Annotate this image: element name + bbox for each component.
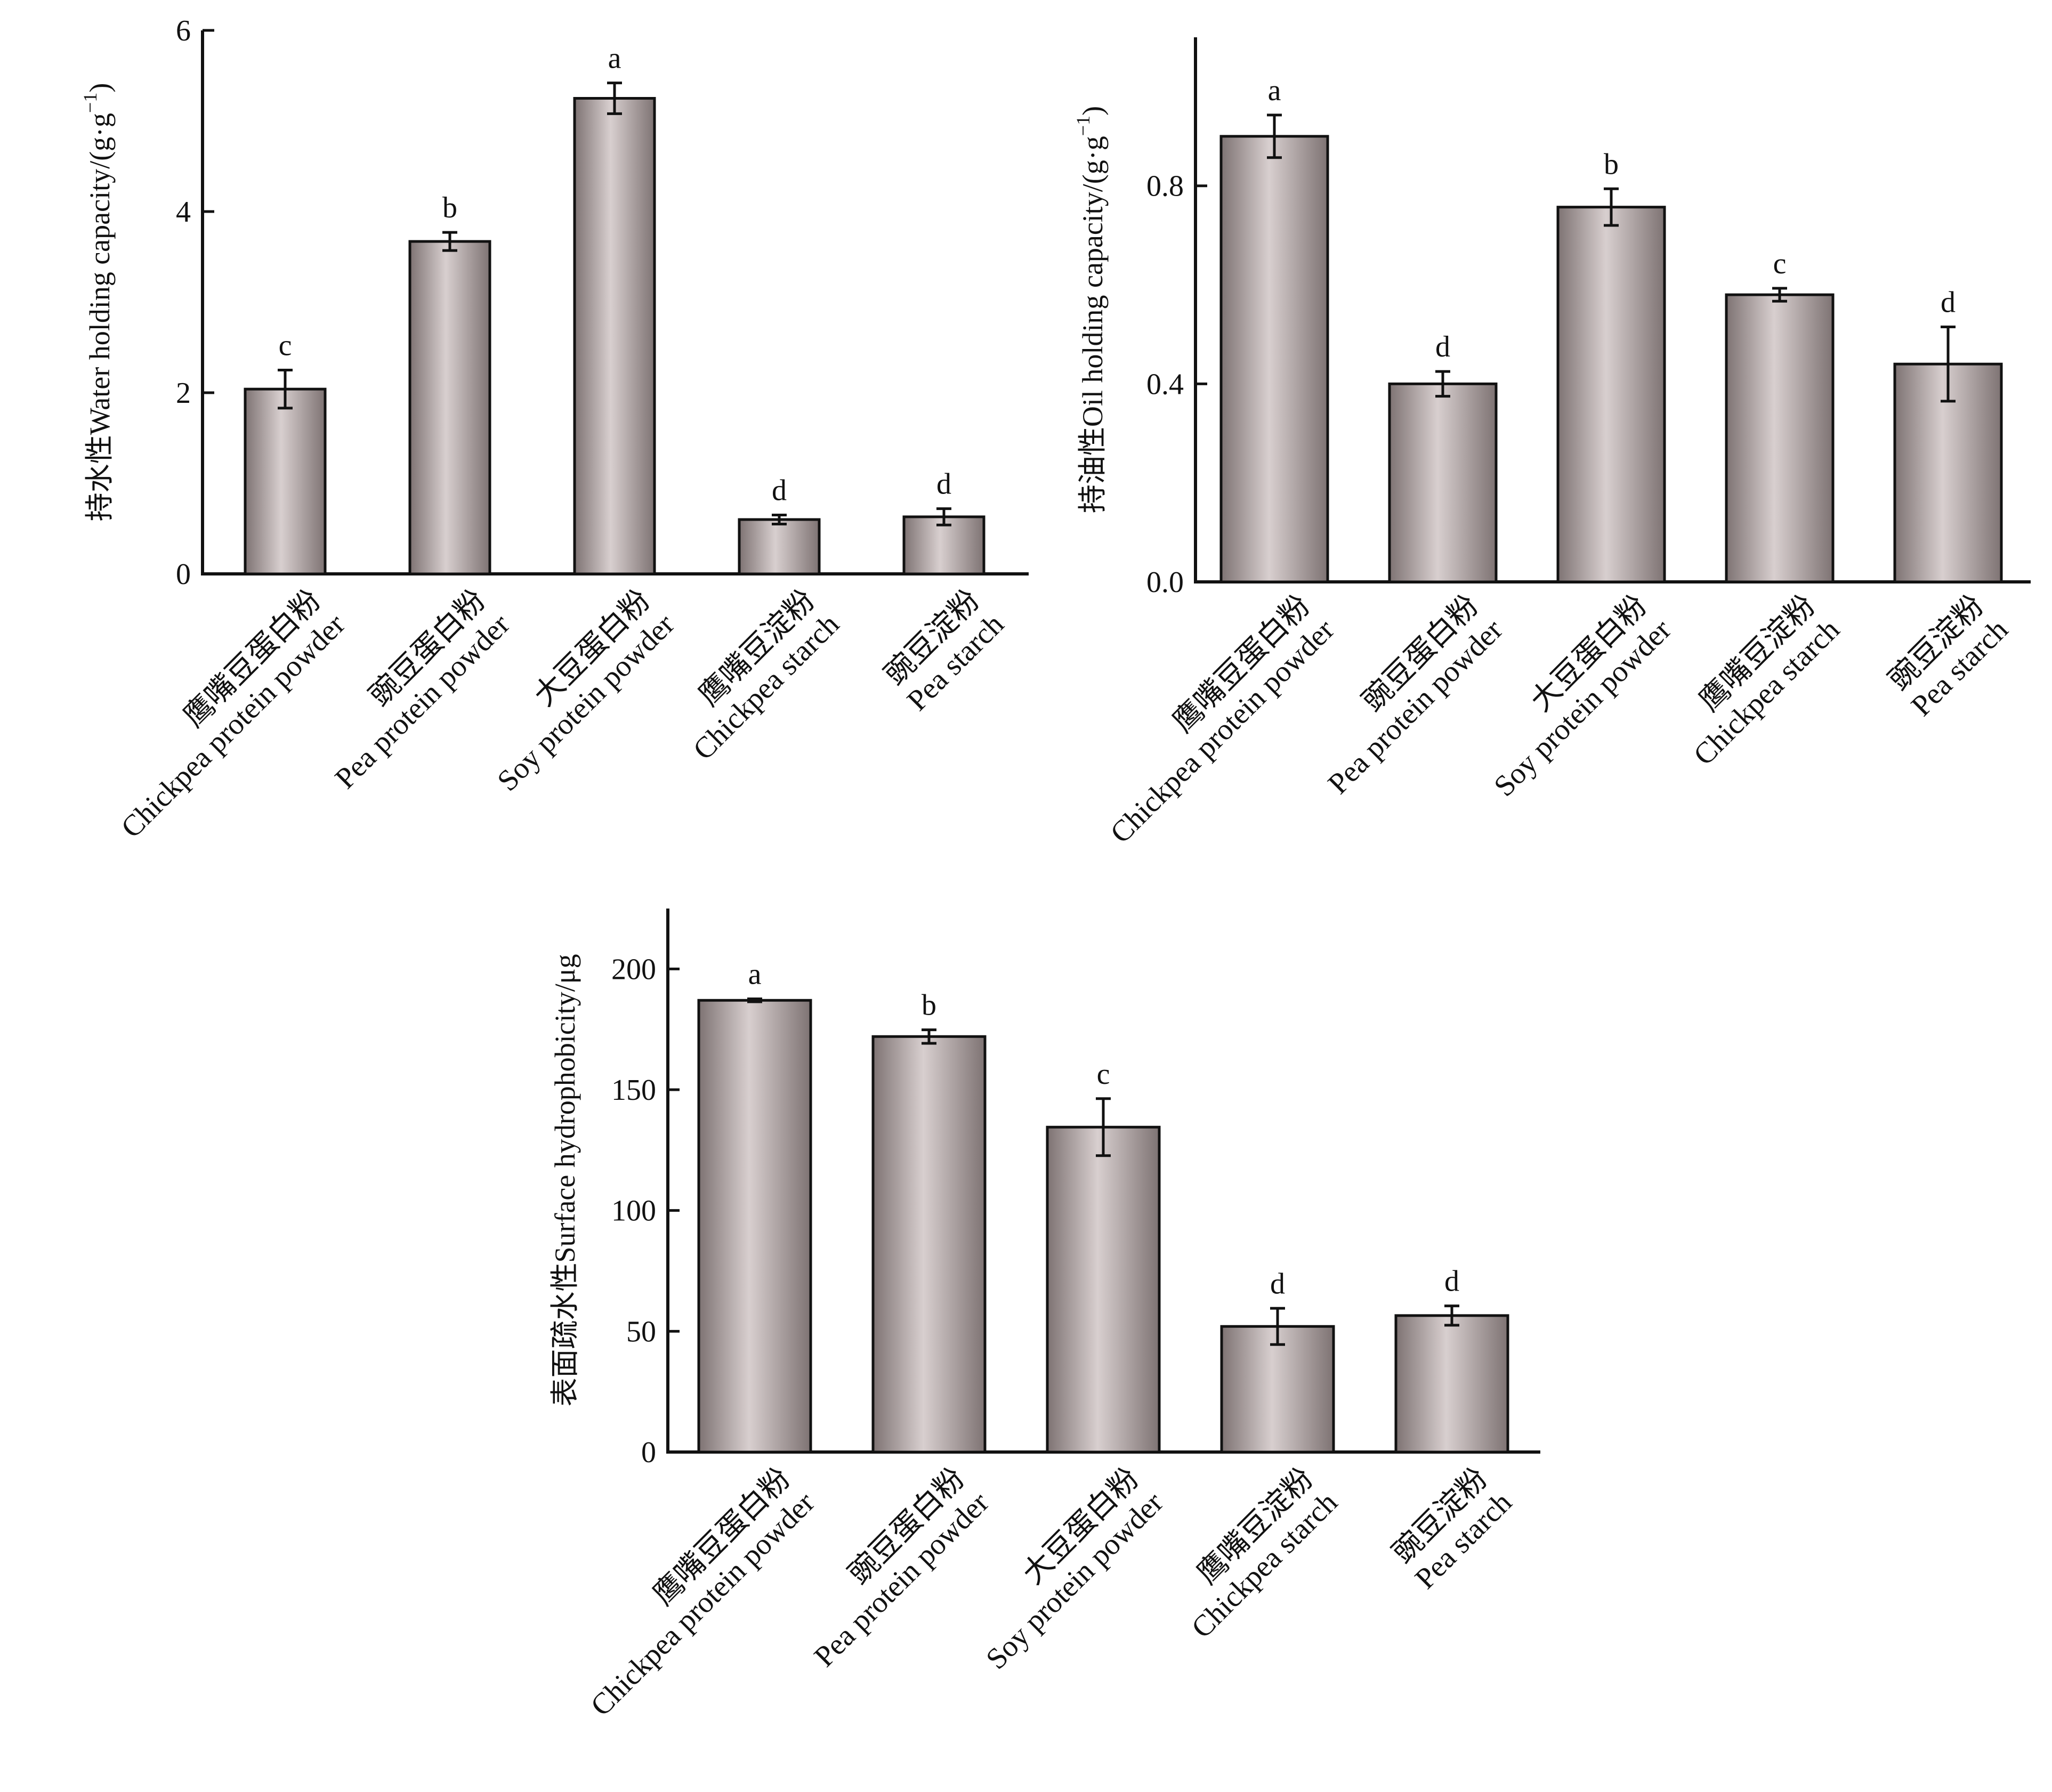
error-bar-5: [1444, 1304, 1459, 1327]
x-category-label-3: 大豆蛋白粉Soy protein powder: [956, 1462, 1170, 1676]
error-bar-5: [936, 507, 951, 526]
bar-1: [1219, 135, 1329, 583]
y-axis-title: 持油性Oil holding capacity/(g·g−1): [1072, 106, 1109, 513]
error-bar-4: [1772, 287, 1787, 303]
y-tick-label: 200: [611, 953, 656, 986]
error-bar-1: [278, 369, 293, 410]
error-bar-4: [772, 514, 787, 525]
error-bar-1: [747, 998, 762, 1003]
y-tick-label: 2: [176, 377, 191, 410]
y-tick-label: 100: [611, 1195, 656, 1228]
x-category-label-4: 鹰嘴豆淀粉Chickpea starch: [1161, 1462, 1344, 1644]
significance-letter-1: a: [748, 958, 762, 991]
significance-letter-1: c: [279, 329, 292, 362]
significance-letter-2: b: [442, 191, 457, 224]
y-axis-title-end: ): [84, 83, 116, 93]
y-axis-title-main: 持水性Water holding capacity/(g·g: [84, 113, 116, 521]
y-axis-title: 持水性Water holding capacity/(g·g−1): [79, 83, 116, 522]
x-category-label-4: 鹰嘴豆淀粉Chickpea starch: [663, 583, 845, 766]
x-category-label-1: 鹰嘴豆蛋白粉Chickpea protein powder: [1080, 589, 1341, 850]
y-axis-title-main: 持油性Oil holding capacity/(g·g: [1077, 136, 1109, 513]
chart-panel-surface-hydrophobicity: 0 50 100 150 200 表面疏水性Surface hydrophobicity/…: [549, 909, 1540, 1723]
y-tick-label: 4: [176, 196, 191, 229]
error-bar-2: [1435, 370, 1450, 398]
x-category-label-en: Chickpea protein powder: [1104, 613, 1340, 849]
bar-4: [738, 518, 821, 575]
significance-letter-3: a: [608, 42, 621, 75]
y-tick-label: 0: [641, 1436, 656, 1469]
error-bar-2: [922, 1028, 936, 1045]
y-tick-label: 0.0: [1146, 566, 1184, 599]
y-tick-label: 50: [626, 1315, 656, 1348]
y-axis-title: 表面疏水性Surface hydrophobicity/μg: [549, 954, 581, 1406]
x-category-label-2: 豌豆蛋白粉Pea protein powder: [783, 1462, 995, 1673]
chart-panel-oil-holding: 0.0 0.4 0.8 持油性Oil holding capacity/(g·g−1)…: [1072, 37, 2031, 850]
error-bar-5: [1941, 326, 1956, 403]
significance-letter-4: c: [1773, 247, 1787, 280]
significance-letter-2: b: [922, 989, 936, 1022]
x-category-label-en: Chickpea protein powder: [584, 1486, 821, 1722]
bar-3: [1046, 1125, 1161, 1454]
y-tick-label: 0.8: [1146, 170, 1184, 203]
y-axis-title-superscript: −1: [1072, 116, 1094, 136]
bar-1: [697, 999, 812, 1454]
x-category-label-3: 大豆蛋白粉Soy protein powder: [1464, 589, 1678, 803]
y-tick-label: 150: [611, 1074, 656, 1107]
significance-letter-2: d: [1435, 330, 1450, 363]
bar-5: [902, 515, 985, 575]
chart-panel-water-holding: 0 2 4 6 持水性Water holding capacity/(g·g−1) c 鹰嘴…: [79, 14, 1029, 845]
error-bar-3: [1096, 1097, 1111, 1157]
bar-4: [1725, 293, 1835, 583]
x-category-label-4: 鹰嘴豆淀粉Chickpea starch: [1663, 589, 1846, 772]
x-category-label-5: 豌豆淀粉Pea starch: [877, 583, 1011, 717]
y-tick-label: 6: [176, 14, 191, 47]
significance-letter-1: a: [1268, 74, 1281, 107]
y-tick-label: 0: [176, 558, 191, 591]
bar-3: [573, 97, 656, 575]
significance-letter-5: d: [936, 468, 951, 501]
y-axis-title-superscript: −1: [79, 93, 101, 113]
significance-letter-4: d: [772, 474, 787, 507]
x-category-label-en: Chickpea protein powder: [115, 607, 351, 844]
significance-letter-3: c: [1097, 1058, 1110, 1091]
bar-1: [244, 387, 327, 575]
x-category-label-1: 鹰嘴豆蛋白粉Chickpea protein powder: [91, 583, 352, 845]
significance-letter-4: d: [1270, 1267, 1285, 1300]
error-bar-1: [1267, 113, 1282, 159]
x-category-label-2: 豌豆蛋白粉Pea protein powder: [304, 583, 516, 795]
bar-2: [1388, 382, 1498, 583]
error-bar-3: [607, 82, 622, 115]
x-category-label-5: 豌豆淀粉Pea starch: [1385, 1462, 1518, 1595]
error-bar-3: [1604, 187, 1619, 227]
significance-letter-5: d: [1941, 286, 1956, 319]
error-bar-4: [1270, 1307, 1285, 1346]
x-category-label-5: 豌豆淀粉Pea starch: [1881, 589, 2015, 723]
error-bar-2: [442, 231, 457, 252]
x-category-label-1: 鹰嘴豆蛋白粉Chickpea protein powder: [560, 1462, 821, 1723]
bar-5: [1394, 1314, 1509, 1454]
bar-3: [1556, 206, 1666, 583]
y-axis-title-end: ): [1077, 106, 1109, 116]
y-tick-label: 0.4: [1146, 368, 1184, 401]
y-axis-title-main: 表面疏水性Surface hydrophobicity/μg: [549, 954, 581, 1406]
bar-2: [408, 240, 491, 575]
significance-letter-3: b: [1604, 148, 1619, 181]
significance-letter-5: d: [1444, 1265, 1459, 1298]
bar-2: [871, 1035, 987, 1454]
x-category-label-2: 豌豆蛋白粉Pea protein powder: [1297, 589, 1509, 800]
